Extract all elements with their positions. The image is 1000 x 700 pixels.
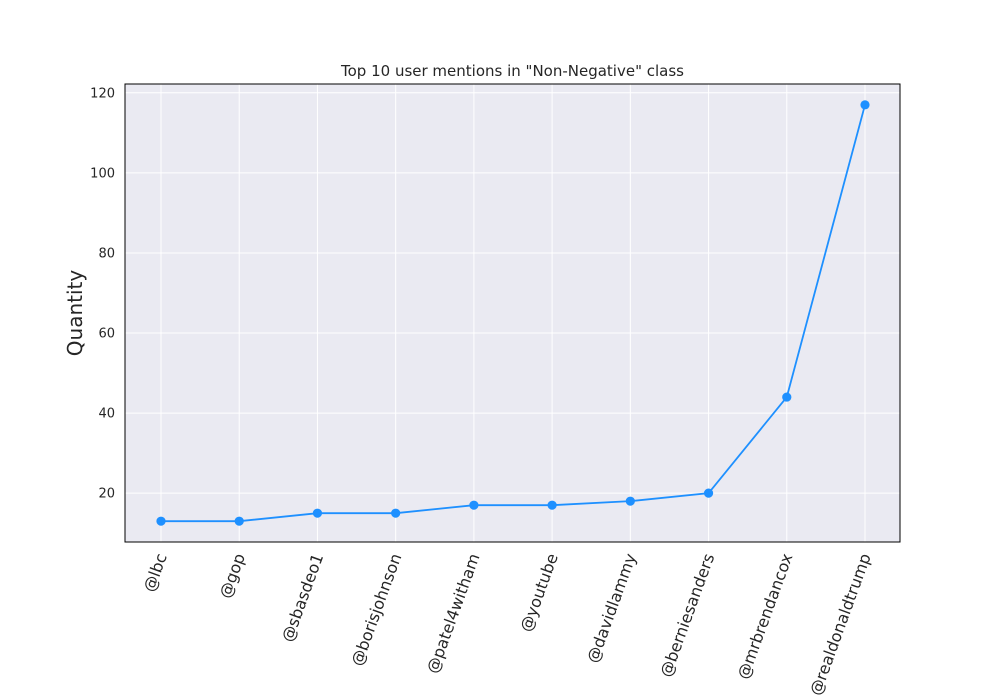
- grid-lines: [125, 84, 900, 542]
- x-tick-label: @realdonaldtrump: [806, 551, 875, 698]
- y-tick-label: 20: [98, 487, 115, 502]
- y-tick-labels: 20 40 60 80 100 120: [90, 86, 115, 501]
- chart-title: Top 10 user mentions in "Non-Negative" c…: [340, 62, 684, 80]
- y-tick-label: 120: [90, 86, 115, 101]
- series-group: [156, 100, 870, 526]
- y-tick-label: 40: [98, 407, 115, 422]
- x-tick-labels: @lbc @gop @sbasdeo1 @borisjohnson @patel4wit…: [139, 551, 874, 698]
- y-tick-label: 80: [98, 246, 115, 261]
- x-tick-label: @sbasdeo1: [278, 551, 328, 645]
- plot-frame: [124, 83, 901, 543]
- plot-area: [125, 84, 900, 542]
- data-point: [860, 100, 870, 110]
- data-point: [234, 516, 244, 526]
- y-tick-label: 100: [90, 166, 115, 181]
- data-point: [703, 488, 714, 498]
- x-tick-label: @berniesanders: [656, 551, 718, 680]
- x-tick-label: @gop: [215, 551, 249, 601]
- series-line: [161, 104, 866, 523]
- x-tick-label: @borisjohnson: [347, 551, 405, 668]
- y-tick-label: 60: [98, 327, 115, 342]
- x-tick-label: @patel4witham: [423, 551, 484, 676]
- data-point: [391, 508, 401, 518]
- data-point: [312, 508, 323, 518]
- data-point: [782, 392, 792, 402]
- x-tick-label: @youtube: [516, 551, 562, 634]
- x-tick-label: @mrbrendancox: [733, 551, 796, 682]
- data-point: [625, 496, 635, 506]
- x-tick-label: @davidlammy: [583, 551, 640, 665]
- y-axis-label: Quantity: [63, 270, 87, 357]
- data-point: [547, 500, 557, 510]
- data-point: [156, 516, 166, 526]
- x-tick-label: @lbc: [139, 551, 170, 595]
- data-point: [469, 500, 479, 510]
